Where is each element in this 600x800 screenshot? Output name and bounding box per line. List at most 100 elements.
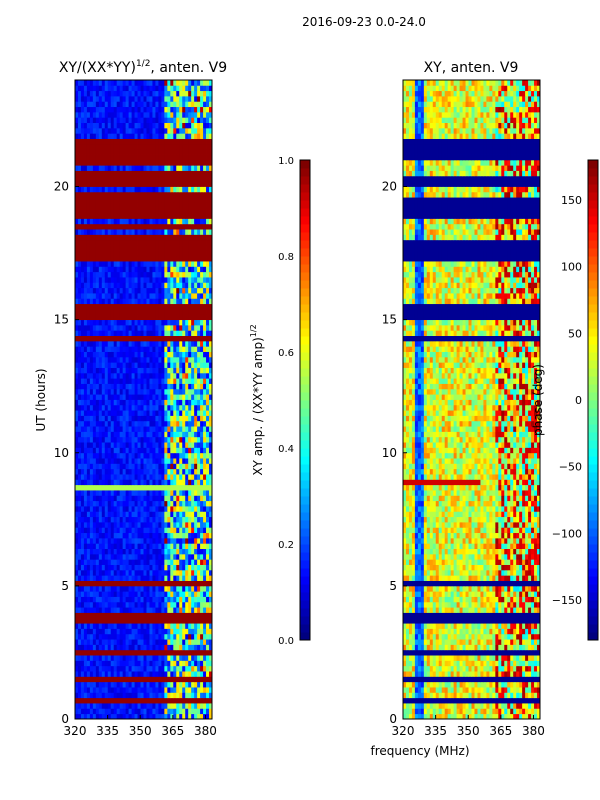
amplitude-cell	[170, 399, 174, 406]
amplitude-cell	[209, 665, 213, 672]
amplitude-cell	[125, 479, 130, 486]
amplitude-cell	[134, 703, 138, 709]
amplitude-cell	[95, 623, 100, 629]
amplitude-cell	[116, 463, 121, 470]
amplitude-cell	[146, 229, 150, 235]
amplitude-cell	[98, 607, 103, 613]
amplitude-cell	[182, 697, 186, 704]
amplitude-cell	[194, 245, 198, 251]
amplitude-cell	[206, 351, 210, 358]
amplitude-cell	[110, 154, 115, 161]
amplitude-cell	[101, 340, 106, 347]
amplitude-cell	[167, 601, 171, 608]
amplitude-cell	[116, 458, 121, 464]
amplitude-cell	[98, 633, 103, 640]
amplitude-cell	[194, 346, 198, 352]
amplitude-cell	[152, 553, 156, 560]
amplitude-cell	[83, 463, 88, 470]
amplitude-cell	[107, 495, 112, 502]
amplitude-cell	[146, 388, 150, 395]
amplitude-cell	[113, 399, 118, 406]
amplitude-cell	[158, 250, 162, 257]
amplitude-cell	[80, 564, 85, 571]
amplitude-cell	[131, 394, 135, 400]
amplitude-cell	[128, 287, 132, 294]
amplitude-cell	[92, 298, 97, 305]
amplitude-cell	[194, 266, 198, 273]
amplitude-cell	[122, 159, 127, 166]
amplitude-cell	[107, 277, 112, 283]
amplitude-cell	[143, 511, 147, 518]
amplitude-cell	[143, 569, 147, 576]
amplitude-cell	[134, 266, 138, 273]
amplitude-cell	[188, 644, 192, 651]
amplitude-cell	[203, 351, 207, 358]
amplitude-cell	[119, 506, 124, 512]
amplitude-cell	[128, 282, 132, 289]
amplitude-cell	[191, 697, 195, 704]
amplitude-cell	[188, 170, 192, 177]
amplitude-cell	[164, 266, 168, 273]
amplitude-cell	[164, 245, 168, 251]
amplitude-cell	[77, 308, 82, 315]
amplitude-cell	[167, 282, 171, 289]
amplitude-cell	[167, 356, 171, 363]
amplitude-cell	[92, 612, 97, 619]
amplitude-cell	[125, 239, 130, 246]
amplitude-cell	[116, 703, 121, 709]
amplitude-cell	[122, 415, 127, 422]
amplitude-cell	[179, 511, 183, 518]
amplitude-cell	[200, 527, 204, 534]
amplitude-cell	[194, 511, 198, 518]
amplitude-cell	[83, 431, 88, 438]
amplitude-cell	[197, 671, 201, 677]
amplitude-cell	[179, 410, 183, 416]
amplitude-cell	[164, 500, 168, 507]
amplitude-cell	[137, 330, 141, 337]
amplitude-cell	[146, 564, 150, 571]
amplitude-cell	[107, 314, 112, 321]
amplitude-cell	[182, 468, 186, 475]
amplitude-cell	[110, 703, 115, 709]
amplitude-cell	[200, 170, 204, 177]
amplitude-cell	[119, 532, 124, 539]
amplitude-cell	[75, 633, 79, 640]
amplitude-cell	[95, 687, 100, 693]
amplitude-cell	[143, 644, 147, 651]
amplitude-cell	[152, 681, 156, 688]
amplitude-cell	[194, 181, 198, 187]
amplitude-cell	[77, 287, 82, 294]
amplitude-cell	[75, 580, 79, 587]
amplitude-cell	[176, 282, 180, 289]
amplitude-cell	[116, 143, 121, 150]
amplitude-cell	[86, 293, 91, 299]
amplitude-cell	[116, 138, 121, 145]
amplitude-cell	[188, 218, 192, 225]
amplitude-cell	[131, 308, 135, 315]
amplitude-cell	[104, 399, 109, 406]
amplitude-cell	[200, 159, 204, 166]
amplitude-cell	[143, 245, 147, 251]
amplitude-cell	[146, 362, 150, 368]
amplitude-cell	[125, 596, 130, 603]
amplitude-cell	[185, 649, 189, 656]
amplitude-cell	[206, 601, 210, 608]
amplitude-cell	[80, 186, 85, 193]
amplitude-cell	[158, 665, 162, 672]
amplitude-cell	[80, 495, 85, 502]
amplitude-cell	[161, 399, 165, 406]
amplitude-cell	[113, 548, 118, 555]
amplitude-cell	[95, 681, 100, 688]
amplitude-cell	[179, 447, 183, 454]
amplitude-cell	[80, 628, 85, 635]
amplitude-cell	[179, 506, 183, 512]
amplitude-cell	[146, 596, 150, 603]
amplitude-cell	[155, 314, 159, 321]
amplitude-cell	[155, 159, 159, 166]
amplitude-cell	[197, 468, 201, 475]
amplitude-cell	[203, 671, 207, 677]
amplitude-cell	[113, 213, 118, 219]
amplitude-cell	[197, 410, 201, 416]
amplitude-cell	[155, 490, 159, 496]
amplitude-cell	[173, 500, 177, 507]
